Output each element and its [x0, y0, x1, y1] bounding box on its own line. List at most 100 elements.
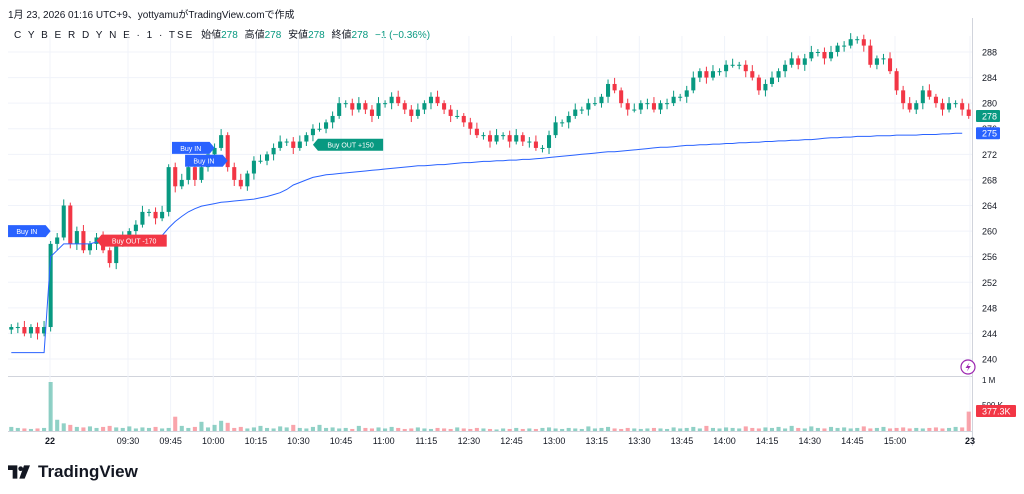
volume-bar	[612, 428, 617, 431]
candle-body	[953, 103, 958, 105]
candle	[435, 90, 440, 107]
candle	[265, 151, 270, 166]
candle-body	[389, 96, 394, 104]
candle-body	[645, 103, 650, 105]
volume-bar	[251, 427, 256, 431]
volume-bar	[717, 428, 722, 431]
candle	[461, 113, 466, 127]
buy-in-marker[interactable]: Buy IN	[185, 154, 228, 167]
time-axis[interactable]: 22 09:30 09:45 10:00 10:15 10:30 10:45 11:00 11:…	[45, 436, 975, 446]
volume-bar	[874, 427, 879, 431]
low-label: 安値	[288, 30, 309, 41]
buy-out-marker[interactable]: Buy OUT -170	[96, 234, 167, 247]
volume-bar	[199, 421, 204, 431]
candle-body	[173, 167, 178, 187]
axis-tag-text: 377.3K	[982, 407, 1011, 417]
candle	[835, 42, 840, 57]
candle-body	[560, 122, 565, 124]
candle-body	[297, 141, 302, 148]
candle-body	[684, 90, 689, 97]
candle-body	[514, 135, 519, 142]
candle-body	[265, 154, 270, 161]
candle-body	[606, 83, 611, 97]
candle	[540, 145, 545, 153]
brand-name: TradingView	[38, 462, 138, 481]
candle-body	[874, 58, 879, 65]
volume-bar	[396, 427, 401, 431]
buy-out-marker[interactable]: Buy OUT +150	[312, 138, 384, 151]
volume-bar	[625, 427, 630, 431]
volume-bar	[232, 427, 237, 431]
volume-pane	[9, 382, 971, 431]
price-tick-label: 280	[982, 99, 997, 109]
time-tick-label: 14:00	[713, 436, 736, 446]
volume-bar	[173, 416, 178, 431]
volume-bar	[553, 428, 558, 431]
volume-bar	[855, 427, 860, 431]
price-axis[interactable]: 2402442482522562602642682722762802842881…	[976, 47, 1016, 417]
candle	[802, 53, 807, 71]
marker-shape	[8, 225, 51, 238]
symbol-name[interactable]: C Y B E R D Y N E · 1 · TSE	[14, 30, 195, 41]
volume-bar	[304, 428, 309, 431]
candle	[87, 240, 93, 255]
volume-bar	[61, 423, 66, 431]
volume-bar	[192, 426, 197, 431]
buy-in-marker[interactable]: Buy IN	[8, 225, 51, 238]
time-tick-label: 11:00	[373, 436, 395, 446]
candle-body	[691, 77, 696, 91]
candle-body	[940, 103, 945, 110]
candle	[645, 98, 650, 110]
candle-body	[324, 122, 329, 129]
flash-icon[interactable]	[960, 359, 976, 375]
volume-bar	[573, 428, 578, 431]
volume-bar	[619, 428, 624, 431]
candle-body	[861, 39, 866, 46]
buy-in-marker[interactable]: Buy IN	[171, 141, 215, 154]
price-tick-label: 240	[982, 355, 997, 365]
candle	[704, 66, 709, 84]
candle	[251, 156, 256, 180]
volume-bar	[271, 428, 276, 431]
volume-bar	[186, 427, 191, 431]
candle	[363, 100, 368, 115]
candle	[186, 164, 191, 185]
candle	[671, 90, 676, 107]
candle	[350, 98, 355, 116]
candle	[940, 98, 945, 116]
volume-bar	[599, 427, 604, 431]
volume-bar	[179, 425, 184, 431]
volume-bar	[317, 424, 322, 431]
candle	[173, 162, 178, 193]
candle	[796, 55, 801, 70]
candle	[874, 55, 879, 70]
candle-body	[166, 167, 171, 212]
volume-bar	[114, 427, 119, 431]
candle	[619, 87, 624, 108]
candle	[789, 52, 794, 68]
volume-bar	[868, 428, 873, 431]
candle	[468, 117, 473, 135]
candle-body	[586, 103, 591, 110]
candle	[278, 135, 283, 151]
tradingview-logo[interactable]: TradingView	[8, 462, 138, 482]
candle	[855, 36, 860, 44]
candle	[225, 132, 230, 172]
candle	[901, 85, 906, 110]
candle-body	[350, 103, 355, 110]
candle-body	[776, 71, 781, 78]
candle	[310, 124, 315, 142]
axis-tag-bg	[976, 109, 1000, 122]
axis-tag-text: 278	[982, 111, 997, 121]
axis-tag-bg	[976, 405, 1016, 417]
candle-body	[199, 167, 204, 180]
candle	[376, 97, 381, 119]
volume-bar	[363, 427, 368, 431]
candle-body	[278, 141, 283, 148]
volume-bar	[127, 426, 132, 431]
volume-bar	[671, 427, 676, 431]
candle-body	[527, 141, 532, 143]
volume-bar	[212, 424, 217, 431]
volume-bar	[835, 427, 840, 431]
